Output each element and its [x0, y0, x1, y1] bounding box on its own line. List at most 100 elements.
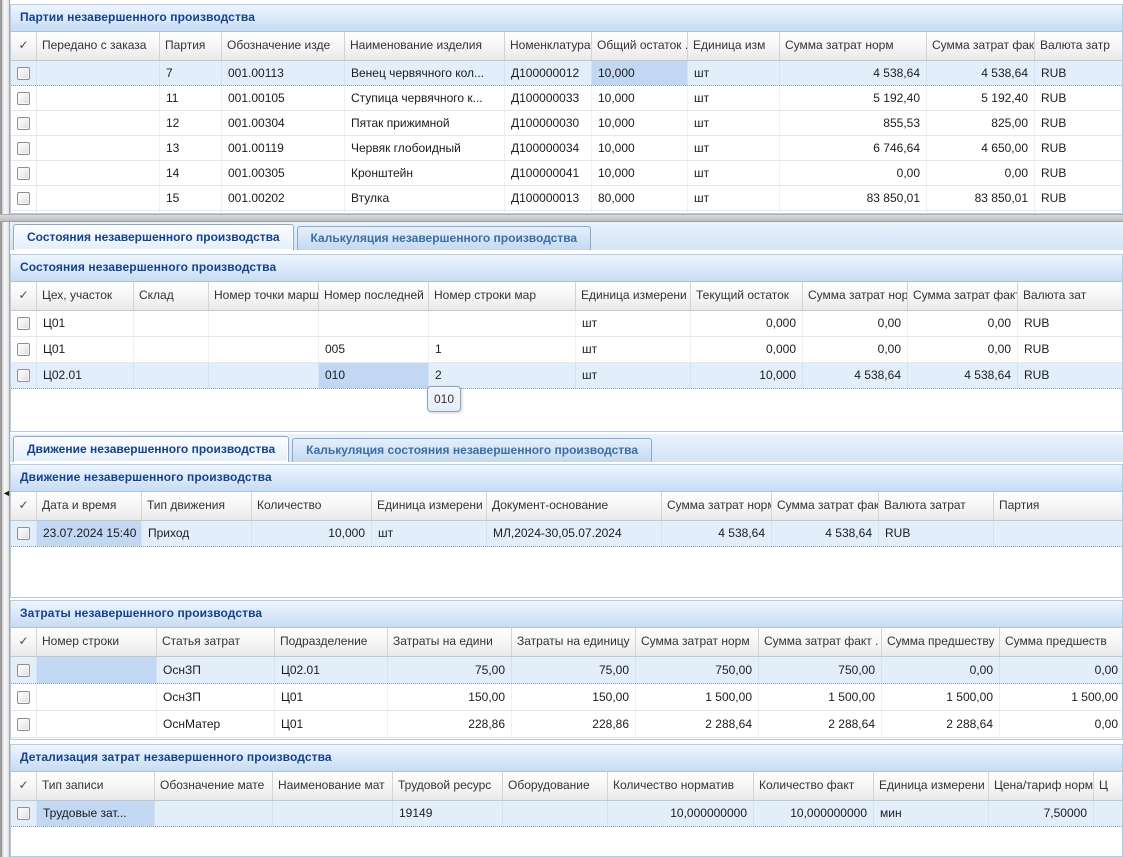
column-header[interactable]: Тип записи [37, 772, 155, 800]
row-select-cell[interactable] [11, 311, 37, 336]
cell[interactable] [209, 363, 319, 388]
column-header[interactable]: Единица изм [688, 32, 780, 60]
table-row[interactable]: Ц01 005 1 шт 0,000 0,00 0,00 RUB [11, 337, 1122, 363]
cell[interactable]: шт [688, 211, 780, 213]
cell[interactable]: 10,000 [592, 136, 688, 160]
column-header[interactable]: Номер последней [319, 282, 429, 310]
cell[interactable] [37, 111, 160, 135]
row-checkbox[interactable] [17, 91, 30, 105]
cell[interactable]: 7,50000 [989, 801, 1094, 826]
cell[interactable] [155, 801, 273, 826]
column-header[interactable]: Сумма затрат факт [908, 282, 1018, 310]
column-header[interactable]: Цена/тариф норма [989, 772, 1094, 800]
row-checkbox[interactable] [17, 66, 30, 80]
cell[interactable]: шт [372, 521, 487, 546]
cell[interactable]: 83 850,01 [780, 186, 927, 210]
cell[interactable]: 001.00202 [222, 186, 345, 210]
column-header[interactable]: Номенклатура и [505, 32, 592, 60]
column-header[interactable]: Обозначение изде [222, 32, 345, 60]
cell[interactable]: 2 288,64 [882, 711, 1000, 737]
select-all-header[interactable]: ✓ [11, 282, 37, 310]
cell[interactable]: 19149 [393, 801, 503, 826]
column-header[interactable]: Цех, участок [37, 282, 134, 310]
cell[interactable]: 10,000000000 [754, 801, 874, 826]
column-header[interactable]: Оборудование [503, 772, 608, 800]
cell[interactable]: 0,00 [780, 161, 927, 185]
cell[interactable]: RUB [1035, 211, 1122, 213]
table-row[interactable]: 13 001.00119 Червяк глобоидный Д100000034 10… [11, 136, 1122, 161]
cell[interactable]: 150,00 [512, 684, 636, 710]
row-select-cell[interactable] [11, 86, 37, 110]
cell[interactable]: шт [688, 136, 780, 160]
column-header[interactable]: Общий остаток . [592, 32, 688, 60]
cell[interactable]: 2 288,64 [759, 711, 882, 737]
column-header[interactable]: Склад [134, 282, 209, 310]
cell[interactable]: ОснМатер [157, 711, 275, 737]
cell[interactable] [37, 86, 160, 110]
row-select-cell[interactable] [11, 657, 37, 683]
select-all-header[interactable]: ✓ [11, 772, 37, 800]
row-checkbox[interactable] [17, 717, 30, 731]
select-all-header[interactable]: ✓ [11, 628, 37, 656]
cell[interactable]: RUB [879, 521, 994, 546]
column-header[interactable]: Партия [994, 492, 1122, 520]
column-header[interactable]: Наименование изделия [345, 32, 505, 60]
cell[interactable]: Д100000033 [505, 86, 592, 110]
cell[interactable]: Кронштейн [345, 161, 505, 185]
cell[interactable]: 1 500,00 [759, 684, 882, 710]
cell[interactable]: Венец червячного кол... [345, 61, 505, 85]
cell[interactable] [37, 136, 160, 160]
column-header[interactable]: Валюта затрат [879, 492, 994, 520]
column-header[interactable]: Сумма предшеств [1000, 628, 1122, 656]
column-header[interactable]: Количество норматив [608, 772, 754, 800]
cell[interactable]: 0,00 [908, 337, 1018, 362]
cell[interactable]: 228,86 [388, 711, 512, 737]
cell[interactable]: 21 [160, 211, 222, 213]
column-header[interactable]: Тип движения [142, 492, 252, 520]
table-row[interactable]: ОснЗП Ц02.01 75,00 75,00 750,00 750,00 0,00 0,0… [11, 657, 1122, 684]
cell[interactable]: RUB [1018, 363, 1122, 388]
cell[interactable]: 2 [429, 363, 576, 388]
cell[interactable] [37, 161, 160, 185]
cell[interactable]: 4 650,00 [927, 136, 1035, 160]
cell[interactable]: 825,00 [927, 111, 1035, 135]
tab-wip-calculation[interactable]: Калькуляция незавершенного производства [296, 226, 592, 250]
column-header[interactable]: Обозначение мате [155, 772, 273, 800]
cell[interactable]: RUB [1035, 111, 1122, 135]
column-header[interactable]: Единица измерени [576, 282, 691, 310]
cell[interactable]: 0,00 [908, 311, 1018, 336]
column-header[interactable]: Единица измерени [874, 772, 989, 800]
cell[interactable]: 0,00 [882, 657, 1000, 683]
cell[interactable]: 1 500,00 [636, 684, 759, 710]
cell[interactable]: Трудовые зат... [37, 801, 155, 826]
column-header[interactable]: Номер строки мар [429, 282, 576, 310]
cell[interactable] [37, 711, 157, 737]
cell[interactable]: Ц02.01 [37, 363, 134, 388]
cell[interactable]: 001.00105 [222, 86, 345, 110]
column-header[interactable]: Дата и время [37, 492, 142, 520]
row-select-cell[interactable] [11, 186, 37, 210]
cell[interactable]: шт [576, 363, 691, 388]
row-select-cell[interactable] [11, 161, 37, 185]
cell[interactable]: 0,00 [1000, 657, 1122, 683]
column-header[interactable]: Количество [252, 492, 372, 520]
cell[interactable] [37, 657, 157, 683]
cell[interactable]: 005 [319, 337, 429, 362]
cell[interactable]: RUB [1035, 86, 1122, 110]
column-header[interactable]: Трудовой ресурс [393, 772, 503, 800]
column-header[interactable]: Единица измерени [372, 492, 487, 520]
horizontal-splitter[interactable] [0, 214, 1123, 222]
cell[interactable] [134, 363, 209, 388]
column-header[interactable]: Валюта зат [1018, 282, 1122, 310]
row-select-cell[interactable] [11, 711, 37, 737]
tab-state-calculation[interactable]: Калькуляция состояния незавершенного про… [292, 438, 653, 462]
cell[interactable]: 0,00 [1000, 711, 1122, 737]
cell[interactable]: 228,86 [512, 711, 636, 737]
cell[interactable] [273, 801, 393, 826]
cell[interactable]: 1 500,00 [882, 684, 1000, 710]
column-header[interactable]: Сумма предшеству [882, 628, 1000, 656]
cell[interactable]: 10,000000000 [608, 801, 754, 826]
cell[interactable]: 2 288,64 [636, 711, 759, 737]
row-checkbox[interactable] [17, 663, 30, 677]
table-row[interactable]: 15 001.00202 Втулка Д100000013 80,000 шт 83 85… [11, 186, 1122, 211]
